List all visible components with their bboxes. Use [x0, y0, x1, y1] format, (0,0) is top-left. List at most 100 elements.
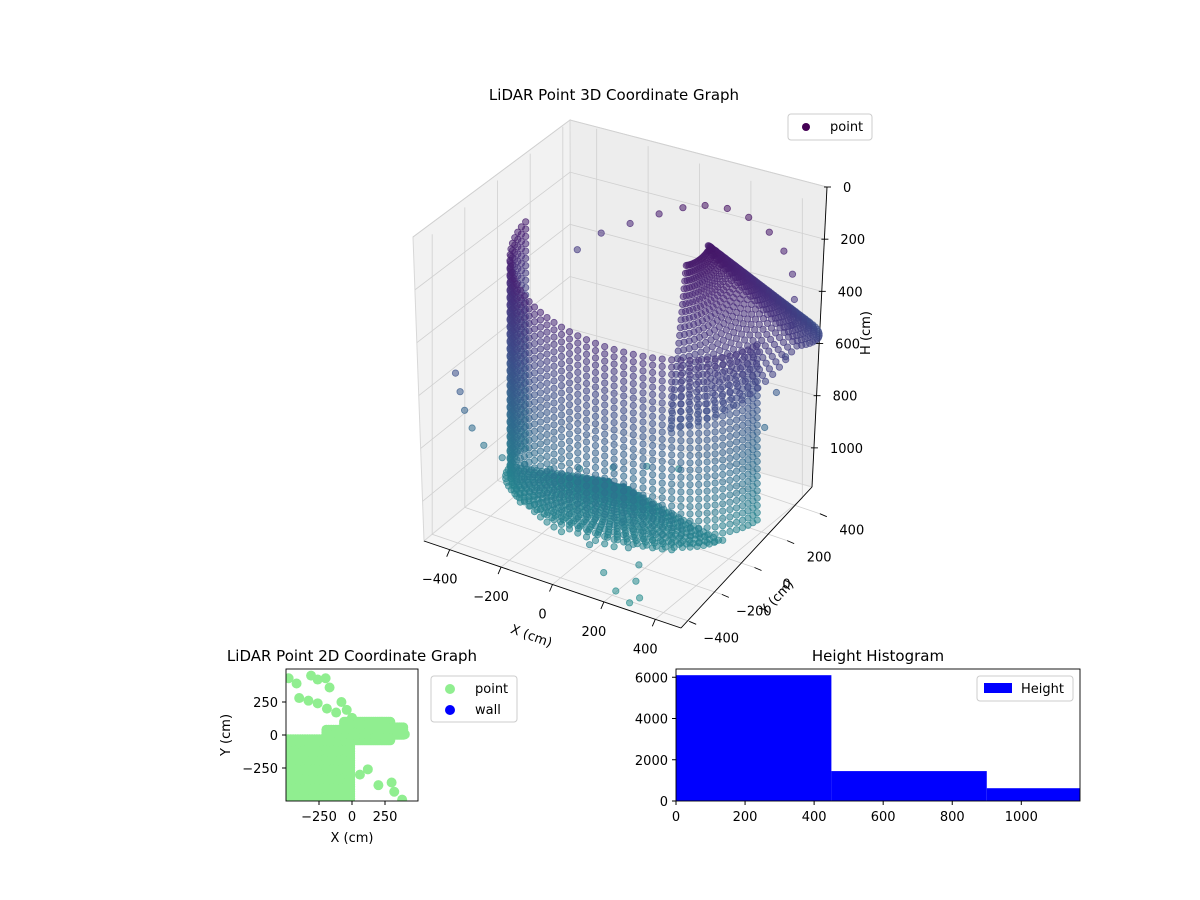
x-tick-label: 200	[581, 625, 606, 640]
lidar-point	[591, 420, 600, 428]
lidar-point	[620, 538, 628, 546]
lidar-point	[639, 476, 647, 485]
lidar-point	[639, 367, 647, 375]
lidar-point	[516, 286, 524, 294]
2d-point	[312, 793, 323, 801]
lidar-point	[543, 423, 551, 431]
lidar-point	[658, 516, 666, 524]
lidar-point	[565, 496, 574, 504]
lidar-point	[591, 485, 600, 493]
lidar-point	[601, 452, 609, 460]
histogram-x-tick-label: 200	[733, 810, 758, 825]
lidar-point	[686, 371, 694, 379]
histogram-legend: Height	[976, 675, 1074, 702]
lidar-point	[648, 492, 657, 501]
lidar-point	[610, 477, 618, 485]
lidar-point	[711, 369, 719, 378]
lidar-point	[732, 482, 741, 490]
lidar-point	[658, 443, 666, 451]
lidar-point	[776, 324, 784, 332]
lidar-point	[557, 345, 566, 353]
lidar-point	[543, 350, 551, 358]
lidar-point	[530, 369, 539, 377]
lidar-point	[711, 472, 719, 480]
lidar-point	[582, 474, 591, 483]
lidar-point	[610, 353, 618, 361]
lidar-point	[703, 443, 711, 451]
lidar-point	[686, 451, 694, 460]
lidar-point	[550, 508, 558, 517]
lidar-point	[732, 365, 741, 373]
lidar-point	[513, 280, 521, 288]
lidar-point	[668, 378, 676, 386]
lidar-point	[695, 429, 703, 437]
lidar-point	[624, 544, 633, 552]
lidar-point	[719, 361, 727, 369]
lidar-point	[736, 314, 744, 322]
lidar-point	[557, 433, 566, 441]
lidar-point	[582, 365, 591, 373]
lidar-point	[739, 371, 747, 379]
lidar-point	[752, 359, 761, 368]
lidar-point	[738, 363, 747, 371]
lidar-point	[557, 425, 566, 434]
z-tick-label: 800	[833, 390, 858, 405]
2d-legend-label-point: point	[475, 682, 508, 697]
lidar-point	[530, 500, 539, 508]
lidar-point	[591, 376, 600, 384]
lidar-point	[565, 357, 574, 365]
lidar-point	[719, 463, 727, 471]
lidar-point	[601, 394, 609, 402]
lidar-point	[658, 428, 666, 436]
lidar-point	[697, 348, 705, 356]
2d-x-tick-label: 250	[373, 810, 398, 825]
lidar-point	[686, 488, 694, 496]
lidar-point	[610, 484, 618, 492]
lidar-point	[751, 305, 760, 313]
lidar-point	[574, 368, 582, 376]
lidar-point	[620, 414, 628, 422]
2d-point	[339, 786, 350, 797]
lidar-point	[543, 408, 551, 417]
lidar-point	[741, 377, 749, 385]
lidar-point	[732, 350, 741, 358]
lidar-point	[775, 333, 784, 342]
lidar-point	[711, 384, 719, 392]
lidar-point	[703, 472, 711, 481]
lidar-point	[658, 501, 666, 509]
histogram-legend-label: Height	[1021, 682, 1064, 697]
lidar-point	[719, 500, 727, 508]
histogram-y-tick-label: 4000	[635, 713, 668, 728]
lidar-point	[557, 323, 566, 331]
2d-point	[303, 695, 314, 706]
lidar-point	[719, 529, 727, 537]
histogram-legend-swatch	[984, 683, 1012, 693]
lidar-point	[726, 513, 734, 521]
lidar-point	[543, 365, 551, 373]
lidar-point	[726, 491, 734, 499]
lidar-point	[708, 343, 716, 351]
histogram-title: Height Histogram	[812, 647, 944, 665]
lidar-point	[620, 509, 628, 517]
lidar-point	[726, 374, 734, 382]
lidar-point	[703, 487, 711, 495]
lidar-point	[565, 481, 574, 489]
lidar-point	[695, 531, 703, 540]
lidar-point	[668, 516, 676, 525]
2d-legend: point wall	[430, 675, 518, 723]
lidar-point	[732, 474, 741, 483]
lidar-point	[550, 340, 558, 348]
lidar-point	[711, 428, 719, 436]
lidar-point	[557, 447, 566, 455]
z-tick-label: 0	[843, 181, 851, 196]
y-tick-mark	[754, 567, 762, 571]
lidar-point	[565, 328, 574, 336]
lidar-point	[550, 391, 558, 400]
lidar-point	[732, 409, 741, 417]
lidar-point	[719, 354, 727, 362]
lidar-point	[703, 494, 711, 503]
lidar-point	[648, 529, 657, 537]
lidar-point	[676, 331, 684, 339]
lidar-point	[601, 445, 609, 453]
lidar-point	[658, 464, 666, 473]
